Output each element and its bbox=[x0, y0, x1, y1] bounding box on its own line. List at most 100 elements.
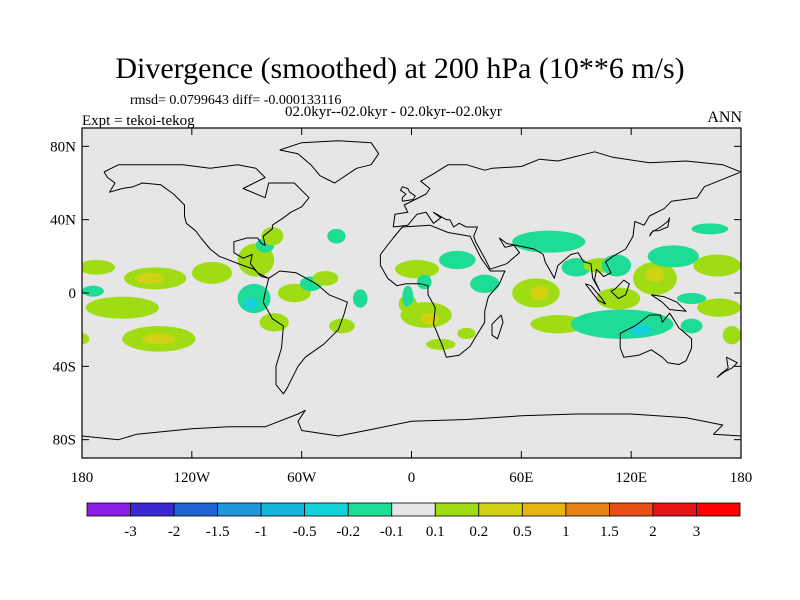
colorbar-label: -1 bbox=[255, 524, 268, 540]
x-tick-label: 180 bbox=[71, 470, 94, 486]
subtitle-label: 02.0kyr--02.0kyr - 02.0kyr--02.0kyr bbox=[285, 104, 502, 120]
colorbar-label: -0.2 bbox=[336, 524, 360, 540]
y-tick-label: 40S bbox=[53, 359, 76, 375]
contour-region-32 bbox=[561, 258, 591, 277]
contour-region-19 bbox=[352, 289, 368, 308]
contour-region-4 bbox=[85, 296, 159, 319]
coastline-africa bbox=[379, 224, 506, 358]
y-tick-label: 80S bbox=[53, 433, 76, 449]
colorbar-swatch bbox=[652, 502, 697, 517]
colorbar-swatch bbox=[696, 502, 741, 517]
colorbar-swatch bbox=[565, 502, 610, 517]
coastline-new-guinea bbox=[651, 294, 687, 312]
experiment-label: Expt = tekoi-tekog bbox=[82, 113, 195, 129]
contour-region-27 bbox=[420, 313, 439, 325]
colorbar-label: 0.1 bbox=[426, 524, 445, 540]
season-label: ANN bbox=[707, 109, 742, 126]
colorbar-swatch bbox=[86, 502, 131, 517]
contour-region-8 bbox=[191, 261, 233, 284]
coastline-britain bbox=[400, 186, 416, 202]
contour-region-25 bbox=[402, 285, 414, 308]
contour-region-18 bbox=[327, 228, 346, 244]
x-tick-label: 180 bbox=[730, 470, 753, 486]
contour-region-29 bbox=[470, 274, 500, 294]
colorbar-label: -2 bbox=[168, 524, 181, 540]
x-tick-label: 120W bbox=[173, 470, 211, 486]
coastline-new-zealand bbox=[716, 356, 738, 378]
contour-region-0 bbox=[82, 260, 115, 275]
contour-region-40 bbox=[601, 254, 632, 277]
colorbar-swatch bbox=[217, 502, 262, 517]
colorbar-label: -0.1 bbox=[380, 524, 404, 540]
contour-region-21 bbox=[395, 260, 439, 279]
colorbar-swatch bbox=[347, 502, 393, 517]
colorbar-swatch bbox=[173, 502, 218, 517]
contour-region-28 bbox=[426, 338, 456, 350]
x-tick-label: 60W bbox=[287, 470, 317, 486]
stats-label: rmsd= 0.0799643 diff= -0.000133116 bbox=[130, 93, 342, 108]
x-tick-label: 120E bbox=[615, 470, 647, 486]
contour-region-17 bbox=[312, 271, 339, 286]
contour-region-31 bbox=[512, 230, 586, 253]
colorbar-swatch bbox=[130, 502, 175, 517]
contour-region-5 bbox=[82, 333, 90, 345]
colorbar-label: -3 bbox=[124, 524, 137, 540]
contour-region-42 bbox=[645, 267, 665, 282]
coastline-eurasia bbox=[392, 151, 741, 292]
y-tick-label: 40N bbox=[50, 213, 76, 229]
coastline-north-america bbox=[103, 164, 310, 279]
contour-region-30 bbox=[457, 327, 476, 339]
contour-region-20 bbox=[329, 318, 355, 334]
coastline-greenland bbox=[279, 140, 380, 184]
colorbar-swatch bbox=[304, 502, 349, 517]
coastline-sumatra bbox=[585, 283, 606, 305]
coastline-madagascar bbox=[491, 314, 504, 340]
contour-region-14 bbox=[259, 313, 289, 332]
colorbar-label: -1.5 bbox=[206, 524, 230, 540]
colorbar-swatch bbox=[609, 502, 654, 517]
colorbar-label: -0.5 bbox=[293, 524, 317, 540]
contour-region-15 bbox=[261, 227, 284, 246]
x-tick-label: 0 bbox=[408, 470, 416, 486]
contour-region-44 bbox=[691, 223, 729, 235]
contour-region-47 bbox=[697, 298, 741, 317]
coastline-layer bbox=[82, 140, 741, 441]
coastline-borneo bbox=[610, 279, 630, 299]
contour-region-7 bbox=[142, 333, 176, 345]
latitude-axis: 80N 40N 0 40S 80S bbox=[50, 139, 741, 449]
colorbar-label: 0.5 bbox=[513, 524, 532, 540]
colorbar-swatch bbox=[521, 502, 567, 517]
colorbar-swatch bbox=[391, 502, 436, 517]
colorbar-label: 2 bbox=[649, 524, 657, 540]
contour-region-12 bbox=[243, 298, 258, 310]
contour-region-11 bbox=[237, 283, 271, 314]
plot-title: Divergence (smoothed) at 200 hPa (10**6 … bbox=[115, 52, 685, 85]
colorbar-label: 0.2 bbox=[469, 524, 488, 540]
colorbar-label: 3 bbox=[693, 524, 701, 540]
coastline-antarctica bbox=[82, 409, 741, 441]
contour-region-34 bbox=[530, 285, 549, 301]
coastline-australia bbox=[619, 312, 693, 365]
contour-region-23 bbox=[416, 274, 432, 290]
y-tick-label: 0 bbox=[69, 286, 77, 302]
contour-region-36 bbox=[570, 309, 674, 339]
contour-region-49 bbox=[722, 326, 741, 345]
contour-fill-layer bbox=[82, 223, 741, 352]
contour-region-37 bbox=[629, 324, 652, 336]
coastline-south-america bbox=[262, 270, 348, 395]
y-tick-label: 80N bbox=[50, 139, 76, 155]
contour-region-3 bbox=[82, 285, 104, 297]
contour-region-35 bbox=[530, 315, 586, 334]
x-tick-label: 60E bbox=[509, 470, 533, 486]
coastline-japan bbox=[649, 217, 671, 237]
colorbar-label: 1 bbox=[562, 524, 570, 540]
contour-region-46 bbox=[676, 293, 707, 304]
longitude-axis: 180 120W 60W 0 60E 120E 180 bbox=[71, 128, 753, 486]
contour-region-43 bbox=[647, 245, 699, 268]
colorbar-label: 1.5 bbox=[600, 524, 619, 540]
contour-region-22 bbox=[438, 250, 476, 270]
colorbar-swatch bbox=[478, 502, 523, 517]
contour-region-48 bbox=[680, 318, 703, 334]
colorbar-swatch bbox=[260, 502, 306, 517]
